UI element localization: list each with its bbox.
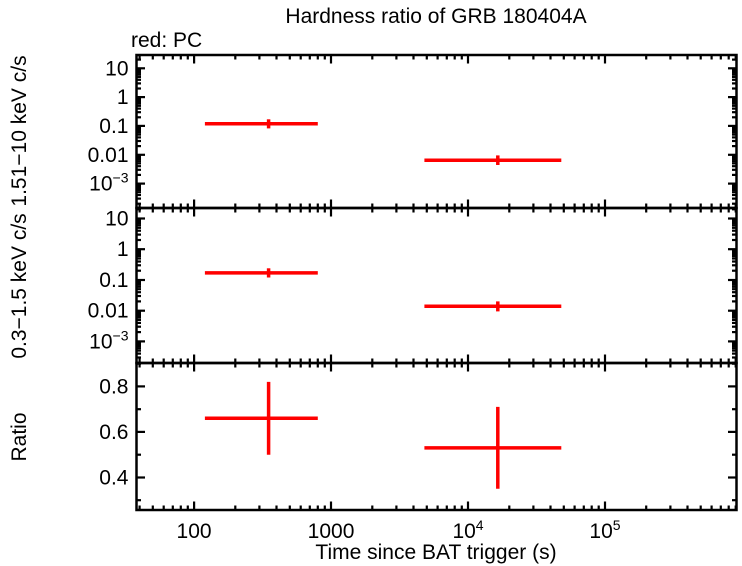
y-axis-ticks-ratio (136, 362, 737, 502)
x-axis-ticks (138, 55, 737, 510)
y-tick-label: 1 (117, 238, 129, 261)
x-tick-label: 105 (589, 517, 620, 543)
chart-title: Hardness ratio of GRB 180404A (285, 5, 587, 28)
x-tick-labels: 100 1000 104 105 (177, 517, 621, 543)
y-tick-label: 10 (105, 208, 128, 231)
x-tick-label: 104 (452, 517, 483, 543)
panel-frame (135, 53, 738, 210)
y-tick-label: 10 (105, 57, 128, 80)
panel-frame (135, 206, 738, 365)
y-tick-label: 0.8 (99, 375, 128, 398)
y-tick-label: 0.4 (99, 466, 129, 489)
data-points (204, 119, 562, 489)
y-tick-label: 1 (117, 86, 129, 109)
x-axis-title: Time since BAT trigger (s) (315, 541, 557, 564)
x-tick-label: 1000 (308, 520, 355, 543)
y-tick-labels-soft-band: 10 1 0.1 0.01 10−3 (88, 208, 129, 354)
y-tick-label: 0.1 (99, 115, 128, 138)
y-tick-labels-hard-band: 10 1 0.1 0.01 10−3 (88, 57, 129, 195)
y-tick-labels-ratio: 0.8 0.6 0.4 (99, 375, 129, 489)
mode-legend-label: red: PC (131, 29, 203, 52)
panel-frame (135, 361, 738, 512)
y-axis-ticks-soft-band (136, 208, 737, 364)
y-axis-ticks-hard-band (136, 58, 737, 205)
y-tick-label: 10−3 (89, 327, 129, 353)
y-tick-label: 0.1 (99, 269, 128, 292)
y-tick-label: 10−3 (89, 170, 129, 196)
y-tick-label: 0.6 (99, 421, 128, 444)
y-tick-label: 0.01 (88, 144, 129, 167)
x-tick-label: 100 (177, 520, 212, 543)
y-tick-label: 0.01 (88, 300, 129, 323)
